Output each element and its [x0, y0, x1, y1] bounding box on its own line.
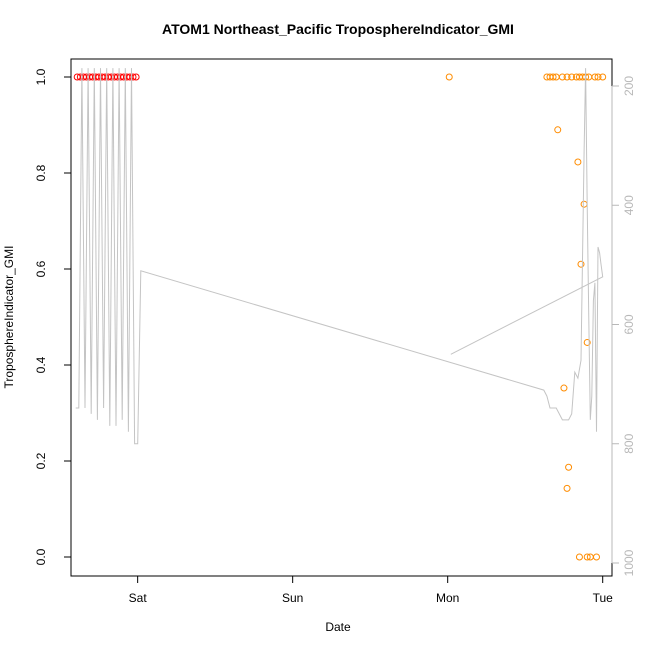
data-point	[599, 73, 607, 81]
series-2	[75, 68, 604, 445]
x-axis-label: Date	[325, 620, 351, 634]
right-y-axis: 200 400 600 800 1000	[611, 76, 636, 576]
plot-border	[70, 58, 613, 577]
y-tick-label: 0.6	[34, 260, 48, 277]
left-y-axis: 0.0 0.2 0.4 0.6 0.8 1.0	[34, 68, 72, 565]
data-point	[558, 73, 566, 81]
data-point	[575, 553, 583, 561]
data-point	[583, 338, 591, 346]
y-axis-label: TroposphereIndicator_GMI	[2, 246, 16, 389]
data-point	[549, 73, 557, 81]
data-point	[574, 158, 582, 166]
right-y-tick-label: 800	[622, 433, 636, 453]
y-tick-label: 1.0	[34, 68, 48, 85]
data-point	[577, 260, 585, 268]
data-point	[129, 73, 137, 81]
chart-title: ATOM1 Northeast_Pacific TroposphereIndic…	[162, 21, 514, 37]
x-tick-label: Sun	[282, 591, 303, 605]
series-0	[73, 73, 140, 81]
right-y-tick-label: 600	[622, 314, 636, 334]
right-y-tick-label: 1000	[622, 549, 636, 576]
x-axis: Sat Sun Mon Tue	[129, 575, 614, 605]
right-y-tick-label: 200	[622, 76, 636, 96]
data-point	[132, 73, 140, 81]
data-point	[580, 200, 588, 208]
data-point	[565, 463, 573, 471]
y-tick-label: 0.8	[34, 164, 48, 181]
series-layer	[73, 68, 607, 561]
data-point	[568, 73, 576, 81]
data-point	[591, 73, 599, 81]
data-point	[560, 384, 568, 392]
y-tick-label: 0.0	[34, 548, 48, 565]
data-point	[563, 73, 571, 81]
x-tick-label: Sat	[129, 591, 148, 605]
x-tick-label: Mon	[436, 591, 459, 605]
data-point	[594, 73, 602, 81]
data-point	[445, 73, 453, 81]
data-point	[554, 126, 562, 134]
data-point	[583, 553, 591, 561]
right-y-tick-label: 400	[622, 195, 636, 215]
y-tick-label: 0.2	[34, 452, 48, 469]
series-line	[75, 68, 604, 445]
x-tick-label: Tue	[593, 591, 614, 605]
y-tick-label: 0.4	[34, 356, 48, 373]
data-point	[592, 553, 600, 561]
data-point	[563, 484, 571, 492]
